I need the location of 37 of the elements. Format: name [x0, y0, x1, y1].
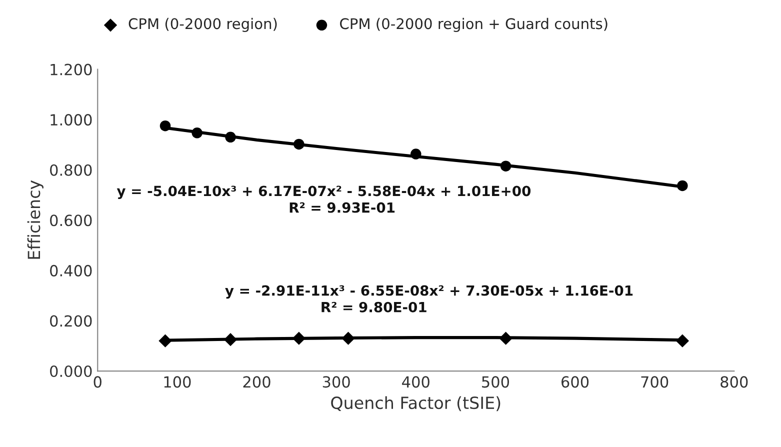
annotation: y = -2.91E-11x³ - 6.55E-08x² + 7.30E-05x + 1.16E-01: [225, 285, 633, 299]
x-tick-label: 400: [402, 376, 430, 388]
point: [677, 180, 688, 192]
x-tick-label: 200: [243, 376, 270, 388]
x-tick-label: 500: [482, 376, 510, 388]
point: [294, 138, 304, 150]
point: [158, 334, 172, 348]
y-tick-label: 0.800: [50, 164, 92, 176]
annotation: R² = 9.80E-01: [322, 302, 426, 312]
x-tick-label: 800: [720, 376, 748, 388]
y-tick-label: 1.000: [50, 114, 92, 126]
x-tick-label: 600: [562, 376, 589, 388]
point: [192, 128, 202, 138]
annotation: y = -5.04E-10x³ + 6.17E-07x² - 5.58E-04x + 1.01E+00: [116, 186, 531, 200]
legend-label: CPM (0-2000 region): [128, 18, 277, 32]
point: [160, 120, 171, 132]
point: [676, 334, 690, 348]
point: [225, 132, 236, 143]
y-tick-label: 1.200: [50, 64, 92, 76]
y-tick-label: 0.400: [50, 264, 92, 276]
point: [410, 148, 422, 160]
x-tick-label: 100: [164, 376, 191, 388]
x-tick-label: 300: [322, 376, 350, 388]
point: [292, 332, 306, 345]
legend-label: CPM (0-2000 region + Guard counts): [340, 18, 608, 32]
x-tick-label: 0: [94, 376, 102, 388]
y-tick-label: 0.600: [50, 214, 92, 226]
y-axis-title: Efficiency: [27, 180, 44, 259]
point: [500, 160, 512, 172]
point: [499, 332, 512, 345]
point: [224, 332, 238, 346]
x-axis-title: Quench Factor (tSIE): [331, 396, 500, 412]
y-tick-label: 0.000: [50, 365, 92, 378]
annotation: R² = 9.93E-01: [290, 202, 395, 213]
x-tick-label: 700: [641, 376, 668, 388]
y-tick-label: 0.200: [50, 315, 92, 327]
point: [342, 332, 355, 345]
